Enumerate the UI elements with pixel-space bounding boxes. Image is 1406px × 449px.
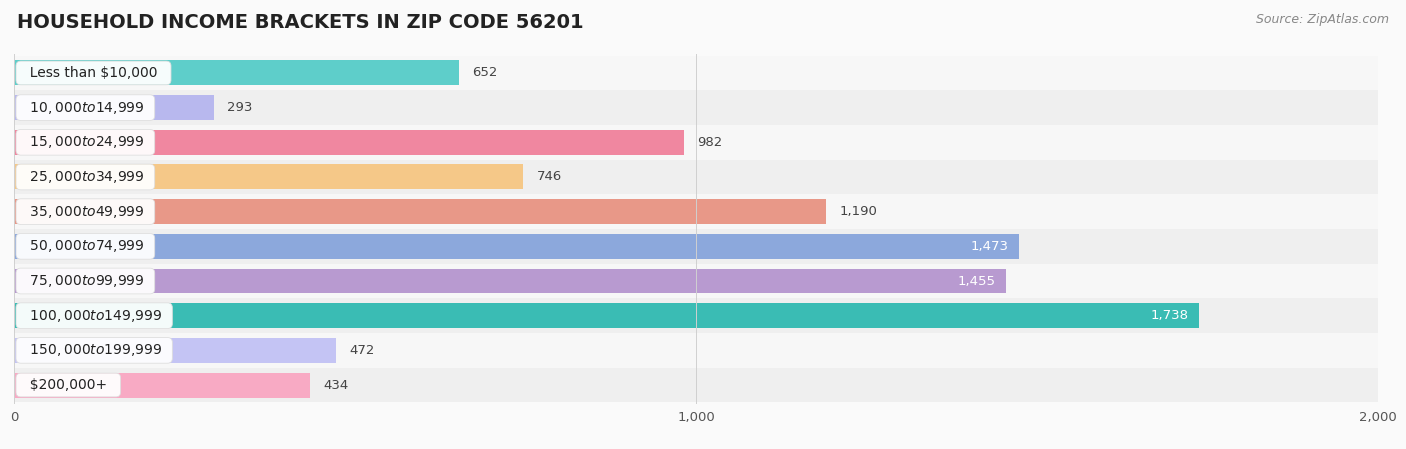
Bar <box>14 303 1199 328</box>
Text: 746: 746 <box>537 171 561 184</box>
Text: 1,473: 1,473 <box>970 240 1008 253</box>
Bar <box>14 333 1378 368</box>
Bar <box>14 130 683 155</box>
Bar <box>14 125 1378 160</box>
Text: $100,000 to $149,999: $100,000 to $149,999 <box>21 308 167 324</box>
Text: 434: 434 <box>323 379 349 392</box>
Bar <box>14 95 214 120</box>
Bar <box>14 373 309 397</box>
Text: $25,000 to $34,999: $25,000 to $34,999 <box>21 169 150 185</box>
Text: Less than $10,000: Less than $10,000 <box>21 66 166 80</box>
Bar <box>14 338 336 363</box>
Text: 1,738: 1,738 <box>1152 309 1189 322</box>
Text: 1,190: 1,190 <box>839 205 877 218</box>
Text: 652: 652 <box>472 66 498 79</box>
Bar <box>14 269 1007 294</box>
Bar <box>14 368 1378 402</box>
Bar <box>14 298 1378 333</box>
Bar <box>14 194 1378 229</box>
Bar <box>14 264 1378 298</box>
Text: 982: 982 <box>697 136 723 149</box>
Text: 1,455: 1,455 <box>957 274 995 287</box>
Bar <box>14 56 1378 90</box>
Bar <box>14 61 458 85</box>
Bar <box>14 229 1378 264</box>
Bar <box>14 234 1018 259</box>
Text: $200,000+: $200,000+ <box>21 378 115 392</box>
Bar <box>14 90 1378 125</box>
Text: $10,000 to $14,999: $10,000 to $14,999 <box>21 100 150 116</box>
Text: $75,000 to $99,999: $75,000 to $99,999 <box>21 273 150 289</box>
Bar <box>14 160 1378 194</box>
Text: 293: 293 <box>228 101 253 114</box>
Text: $15,000 to $24,999: $15,000 to $24,999 <box>21 134 150 150</box>
Text: 472: 472 <box>350 344 375 357</box>
Text: $150,000 to $199,999: $150,000 to $199,999 <box>21 342 167 358</box>
Text: $50,000 to $74,999: $50,000 to $74,999 <box>21 238 150 254</box>
Text: $35,000 to $49,999: $35,000 to $49,999 <box>21 204 150 220</box>
Text: Source: ZipAtlas.com: Source: ZipAtlas.com <box>1256 13 1389 26</box>
Text: HOUSEHOLD INCOME BRACKETS IN ZIP CODE 56201: HOUSEHOLD INCOME BRACKETS IN ZIP CODE 56… <box>17 13 583 32</box>
Bar <box>14 199 825 224</box>
Bar <box>14 164 523 189</box>
